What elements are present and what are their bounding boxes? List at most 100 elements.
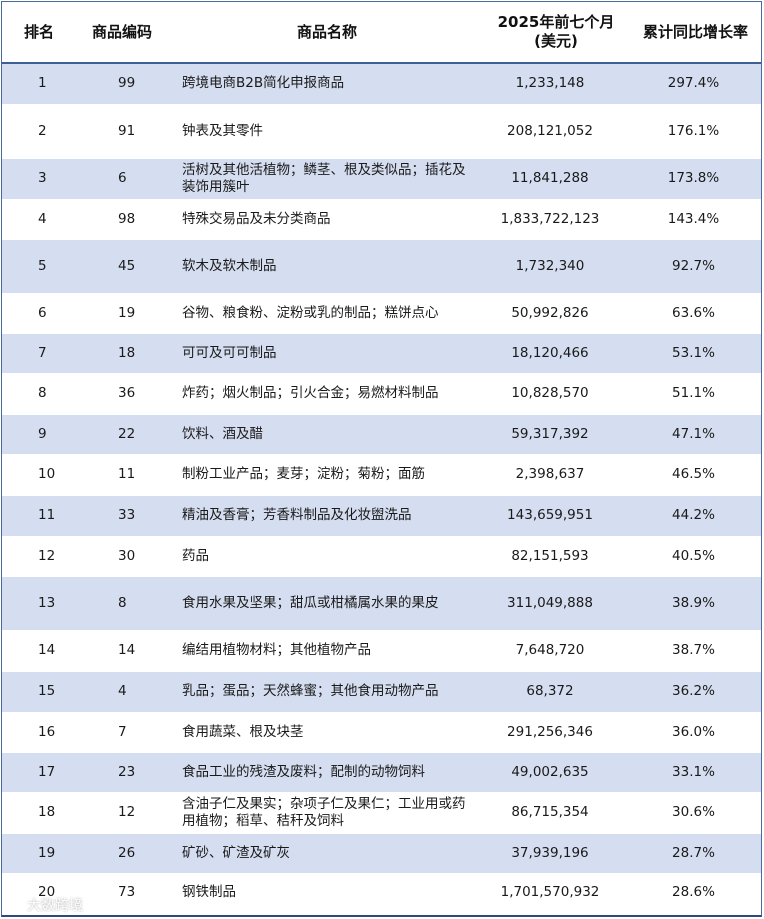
cell-rank: 10 — [2, 454, 82, 496]
cell-rank: 5 — [2, 239, 82, 294]
cell-growth: 38.9% — [630, 576, 761, 631]
cell-code: 19 — [82, 293, 172, 334]
table-row: 8 36 炸药；烟火制品；引火合金；易燃材料制品 10,828,570 51.1% — [2, 373, 761, 415]
header-value: 2025年前七个月 (美元) — [482, 2, 630, 64]
cell-value: 1,233,148 — [482, 63, 630, 105]
header-value-line2: (美元) — [534, 32, 578, 50]
cell-growth: 36.2% — [630, 671, 761, 713]
cell-value: 291,256,346 — [482, 712, 630, 753]
cell-name: 乳品；蛋品；天然蜂蜜；其他食用动物产品 — [172, 671, 482, 713]
cell-value: 1,732,340 — [482, 239, 630, 294]
cell-growth: 143.4% — [630, 199, 761, 240]
cell-name: 制粉工业产品；麦芽；淀粉；菊粉；面筋 — [172, 454, 482, 496]
cell-value: 10,828,570 — [482, 373, 630, 415]
cell-name: 钟表及其零件 — [172, 104, 482, 159]
table-row: 14 14 编结用植物材料；其他植物产品 7,648,720 38.7% — [2, 630, 761, 672]
cell-name: 食用水果及坚果；甜瓜或柑橘属水果的果皮 — [172, 576, 482, 631]
cell-code: 30 — [82, 536, 172, 577]
cell-name: 特殊交易品及未分类商品 — [172, 199, 482, 240]
cell-growth: 33.1% — [630, 752, 761, 793]
cell-growth: 173.8% — [630, 158, 761, 200]
cell-rank: 15 — [2, 671, 82, 713]
cell-code: 22 — [82, 414, 172, 455]
cell-code: 26 — [82, 833, 172, 874]
cell-name: 谷物、粮食粉、淀粉或乳的制品；糕饼点心 — [172, 293, 482, 334]
table-row: 11 33 精油及香膏；芳香料制品及化妆盥洗品 143,659,951 44.2% — [2, 495, 761, 537]
cell-value: 37,939,196 — [482, 833, 630, 874]
cell-growth: 53.1% — [630, 333, 761, 374]
cell-value: 7,648,720 — [482, 630, 630, 672]
cell-growth: 36.0% — [630, 712, 761, 753]
table-row: 13 8 食用水果及坚果；甜瓜或柑橘属水果的果皮 311,049,888 38.9% — [2, 576, 761, 631]
cell-growth: 44.2% — [630, 495, 761, 537]
cell-growth: 40.5% — [630, 536, 761, 577]
header-row: 排名 商品编码 商品名称 2025年前七个月 (美元) 累计同比增长率 — [2, 2, 761, 64]
cell-value: 86,715,354 — [482, 792, 630, 834]
table-row: 16 7 食用蔬菜、根及块茎 291,256,346 36.0% — [2, 712, 761, 753]
cell-code: 14 — [82, 630, 172, 672]
cell-growth: 92.7% — [630, 239, 761, 294]
cell-value: 49,002,635 — [482, 752, 630, 793]
cell-name: 活树及其他活植物；鳞茎、根及类似品；插花及装饰用簇叶 — [172, 158, 482, 200]
cell-value: 82,151,593 — [482, 536, 630, 577]
header-rank: 排名 — [2, 2, 82, 64]
table-row: 15 4 乳品；蛋品；天然蜂蜜；其他食用动物产品 68,372 36.2% — [2, 671, 761, 713]
cell-value: 11,841,288 — [482, 158, 630, 200]
cell-name: 可可及可可制品 — [172, 333, 482, 374]
cell-code: 12 — [82, 792, 172, 834]
table-row: 4 98 特殊交易品及未分类商品 1,833,722,123 143.4% — [2, 199, 761, 240]
cell-code: 91 — [82, 104, 172, 159]
cell-code: 45 — [82, 239, 172, 294]
header-name: 商品名称 — [172, 2, 482, 64]
cell-rank: 17 — [2, 752, 82, 793]
cell-value: 59,317,392 — [482, 414, 630, 455]
table-row: 19 26 矿砂、矿渣及矿灰 37,939,196 28.7% — [2, 833, 761, 874]
cell-rank: 3 — [2, 158, 82, 200]
table-row: 6 19 谷物、粮食粉、淀粉或乳的制品；糕饼点心 50,992,826 63.6% — [2, 293, 761, 334]
cell-value: 68,372 — [482, 671, 630, 713]
cell-code: 6 — [82, 158, 172, 200]
table-row: 17 23 食品工业的残渣及废料；配制的动物饲料 49,002,635 33.1% — [2, 752, 761, 793]
table-row: 3 6 活树及其他活植物；鳞茎、根及类似品；插花及装饰用簇叶 11,841,288 17… — [2, 158, 761, 200]
cell-name: 食用蔬菜、根及块茎 — [172, 712, 482, 753]
cell-value: 311,049,888 — [482, 576, 630, 631]
table-body: 1 99 跨境电商B2B简化申报商品 1,233,148 297.4% 2 91 钟表及其零件… — [2, 63, 761, 913]
cell-growth: 46.5% — [630, 454, 761, 496]
cell-code: 23 — [82, 752, 172, 793]
cell-code: 8 — [82, 576, 172, 631]
cell-growth: 30.6% — [630, 792, 761, 834]
cell-name: 含油子仁及果实；杂项子仁及果仁；工业用或药用植物；稻草、秸秆及饲料 — [172, 792, 482, 834]
table-row: 5 45 软木及软木制品 1,732,340 92.7% — [2, 239, 761, 294]
cell-rank: 18 — [2, 792, 82, 834]
cell-rank: 4 — [2, 199, 82, 240]
cell-growth: 297.4% — [630, 63, 761, 105]
cell-name: 饮料、酒及醋 — [172, 414, 482, 455]
cell-code: 36 — [82, 373, 172, 415]
cell-code: 99 — [82, 63, 172, 105]
cell-rank: 13 — [2, 576, 82, 631]
cell-rank: 1 — [2, 63, 82, 105]
cell-name: 药品 — [172, 536, 482, 577]
cell-value: 208,121,052 — [482, 104, 630, 159]
cell-value: 2,398,637 — [482, 454, 630, 496]
cell-name: 编结用植物材料；其他植物产品 — [172, 630, 482, 672]
cell-value: 1,701,570,932 — [482, 873, 630, 913]
cell-rank: 9 — [2, 414, 82, 455]
table-header: 排名 商品编码 商品名称 2025年前七个月 (美元) 累计同比增长率 — [2, 2, 761, 64]
cell-rank: 20 — [2, 873, 82, 913]
cell-name: 跨境电商B2B简化申报商品 — [172, 63, 482, 105]
cell-value: 1,833,722,123 — [482, 199, 630, 240]
header-value-line1: 2025年前七个月 — [497, 13, 615, 31]
cell-growth: 28.7% — [630, 833, 761, 874]
cell-growth: 47.1% — [630, 414, 761, 455]
table-row: 2 91 钟表及其零件 208,121,052 176.1% — [2, 104, 761, 159]
table-row: 18 12 含油子仁及果实；杂项子仁及果仁；工业用或药用植物；稻草、秸秆及饲料 86,… — [2, 792, 761, 834]
cell-rank: 7 — [2, 333, 82, 374]
cell-growth: 63.6% — [630, 293, 761, 334]
table-row: 1 99 跨境电商B2B简化申报商品 1,233,148 297.4% — [2, 63, 761, 105]
cell-rank: 16 — [2, 712, 82, 753]
cell-rank: 19 — [2, 833, 82, 874]
table-row: 20 73 钢铁制品 1,701,570,932 28.6% — [2, 873, 761, 913]
cell-name: 软木及软木制品 — [172, 239, 482, 294]
cell-code: 73 — [82, 873, 172, 913]
